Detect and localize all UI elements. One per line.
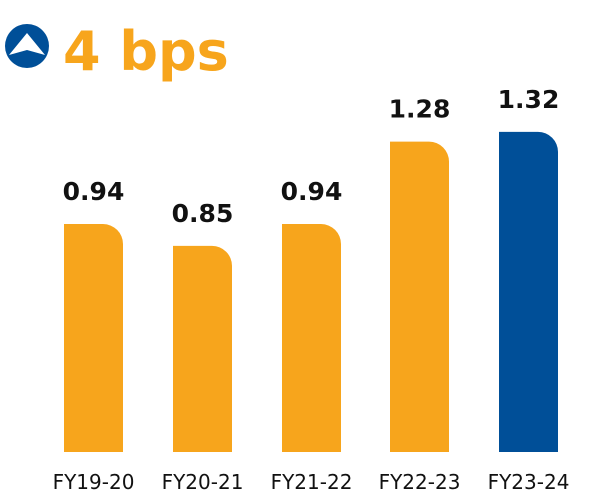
data-label: 1.32 (498, 85, 560, 114)
data-label: 1.28 (389, 95, 451, 124)
x-tick-label: FY20-21 (162, 470, 244, 493)
x-tick-label: FY22-23 (379, 470, 461, 493)
bar-FY21-22 (282, 224, 341, 452)
data-label: 0.94 (63, 177, 125, 206)
bar-FY22-23 (390, 141, 449, 452)
headline-icon (5, 24, 49, 68)
x-tick-label: FY21-22 (271, 470, 353, 493)
data-label: 0.85 (172, 199, 234, 228)
x-tick-label: FY23-24 (488, 470, 570, 493)
bar-FY20-21 (173, 245, 232, 452)
bar-FY23-24 (499, 131, 558, 452)
headline: 4 bps (63, 20, 229, 83)
up-arrow-glyph (9, 33, 45, 55)
x-tick-label: FY19-20 (53, 470, 135, 493)
data-label: 0.94 (281, 177, 343, 206)
bar-FY19-20 (64, 224, 123, 452)
